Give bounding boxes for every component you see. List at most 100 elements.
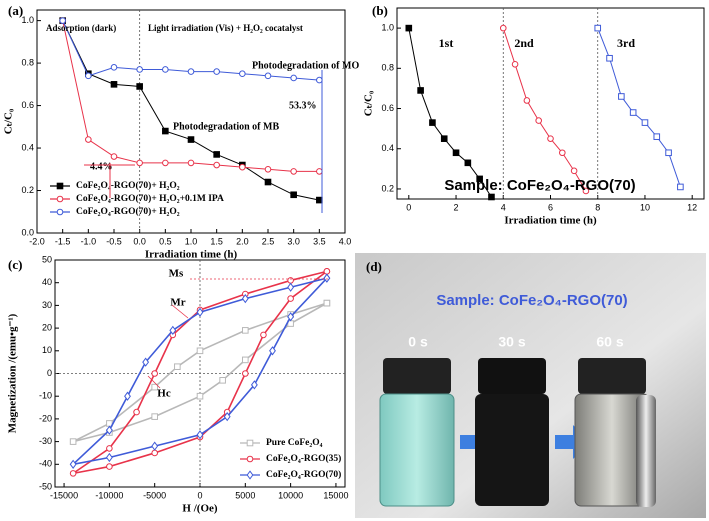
y-tick-label: 0.2 [21,185,34,195]
marker [594,24,602,32]
chart: -2.0 -1.5 -1.0 -0.5 0.0 0.5 1.0 1.5 2.0 2.5 3.0 3.5… [3,3,360,261]
marker [290,74,297,82]
photo-panel: (d) Sample: CoFe₂O₄-RGO(70) 0 s 30 s 60 … [355,253,706,518]
series-line [502,27,587,192]
marker [290,168,297,175]
marker [133,408,140,416]
panel-label: (a) [8,3,23,18]
x-tick-label: 2 [454,202,459,212]
marker [665,149,672,157]
caption: 0 s [408,334,428,350]
legend-label: CoFe₂O₄-RGO(70)+ H₂O₂ [76,206,180,217]
marker [85,72,92,80]
marker [219,377,226,384]
marker [105,425,113,435]
y-tick-label: 1.0 [21,15,34,25]
marker [499,24,507,32]
marker [429,119,436,126]
marker [264,72,272,80]
marker [260,331,267,339]
marker [56,208,64,216]
x-tick-label: -5000 [143,490,166,500]
marker [162,66,169,73]
marker [151,413,158,420]
x-tick-label: 1.0 [185,236,198,246]
marker [653,133,661,140]
marker [187,159,195,167]
marker [56,182,64,190]
y-tick-label: 0.4 [21,142,34,152]
marker [241,293,249,304]
marker [452,149,460,157]
annotation: Hc [157,388,171,400]
x-tick-label: 8 [595,202,600,212]
marker [641,119,649,126]
series-line [62,20,320,172]
vial [574,358,656,507]
x-tick-label: -0.5 [106,236,122,246]
marker [239,70,246,78]
x-tick-label: -2.0 [29,236,45,246]
x-tick-label: 0.5 [159,236,172,246]
x-tick-label: 5000 [235,490,255,500]
y-axis-label: Cₜ/C₀ [363,90,375,116]
marker [106,463,113,470]
marker [196,392,204,400]
y-axis-label: Magnetization /(emu•g⁻¹) [7,313,19,433]
marker [187,136,195,143]
y-tick-label: 0.2 [381,183,394,193]
x-tick-label: -15000 [50,490,78,500]
y-tick-label: 0.4 [381,143,394,153]
annotation: 1st [439,36,454,50]
marker [162,159,169,167]
y-tick-label: 40 [42,277,52,287]
y-tick-label: 0 [47,368,52,378]
y-tick-label: -50 [39,481,52,491]
legend-label: CoFe₂O₄-RGO(35) [266,453,341,464]
marker [606,54,613,62]
y-tick-label: -10 [39,391,52,401]
caption: 60 s [596,334,623,350]
marker [196,347,204,355]
magnet [636,395,656,507]
x-tick-label: 4 [501,202,506,212]
marker [110,64,118,71]
x-tick-label: 6 [548,202,553,212]
y-axis-label: Cₜ/C₀ [3,108,15,134]
chart: 0 2 4 6 8 10 12 0.2 0.4 0.6 0.8 1.0 Irradiation time… [363,3,705,227]
x-tick-label: 2.0 [236,236,249,246]
marker [213,161,220,169]
marker [142,357,150,367]
marker [59,17,66,24]
annotation: Photodegradation of MO [252,60,359,71]
marker [69,459,77,469]
marker [213,68,220,75]
marker [316,168,323,175]
annotation: Adsorption (dark) [46,23,116,33]
x-tick-label: 3.5 [313,236,326,246]
caption: 30 s [498,334,525,350]
annotation: 4.4% [90,161,113,172]
marker [246,455,254,463]
x-tick-label: 0 [197,490,202,500]
marker [162,127,169,135]
marker [169,325,177,336]
y-tick-label: 30 [42,300,52,310]
marker [464,159,472,167]
marker [174,363,181,370]
marker [239,163,246,171]
marker [124,391,131,401]
x-axis-label: H /(Oe) [182,503,217,515]
series-line [408,28,492,198]
y-tick-label: 1.0 [381,22,394,32]
x-axis-label: Irradiation time (h) [145,249,238,261]
y-tick-label: 0.8 [381,63,394,73]
chart: -15000 -10000 -5000 0 5000 10000 15000 -50 -40 -3… [7,254,349,514]
annotation: Light irradiation (Vis) + H₂O₂ cocatalys… [148,23,303,33]
marker [136,159,143,167]
annotation: 3rd [617,36,635,50]
marker [316,196,323,204]
marker [559,149,566,157]
marker [242,327,249,334]
